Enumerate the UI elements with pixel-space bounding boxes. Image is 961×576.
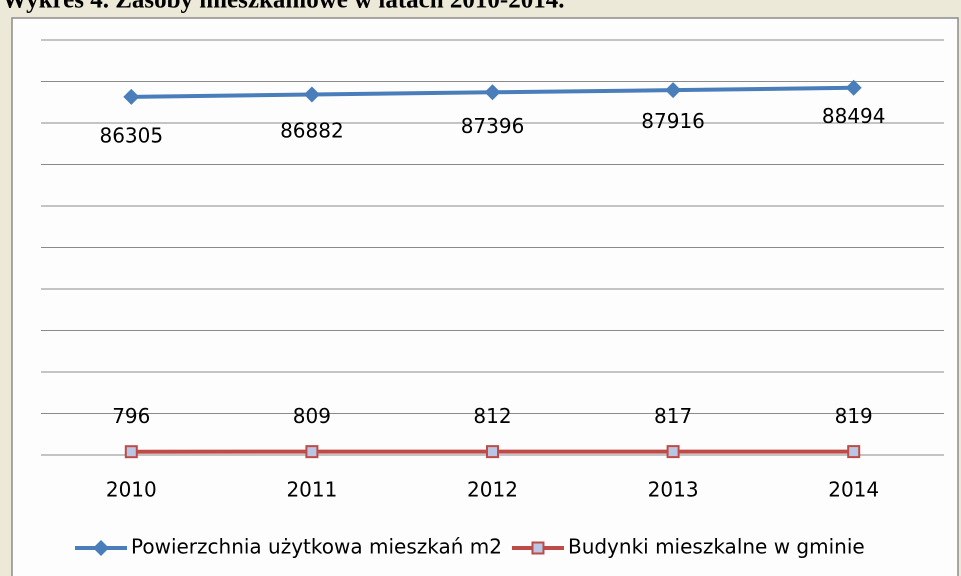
point-marker <box>666 445 680 459</box>
point-marker <box>305 445 319 459</box>
data-label: 819 <box>835 404 873 428</box>
x-tick-label: 2013 <box>648 478 699 502</box>
point-marker <box>484 84 501 101</box>
point-marker <box>124 445 138 459</box>
point-marker <box>303 86 320 103</box>
data-label: 796 <box>112 404 150 428</box>
point-marker <box>845 79 862 96</box>
legend-marker <box>531 541 545 555</box>
point-marker <box>486 445 499 459</box>
data-label: 86882 <box>280 118 344 142</box>
legend-label: Budynki mieszkalne w gminie <box>568 535 865 559</box>
data-label: 809 <box>293 404 331 428</box>
data-label: 812 <box>473 404 511 428</box>
point-marker <box>123 88 140 105</box>
point-marker <box>665 82 682 99</box>
x-tick-label: 2010 <box>106 478 157 502</box>
data-label: 88494 <box>822 104 886 128</box>
x-tick-label: 2014 <box>828 478 879 502</box>
legend-marker <box>93 540 109 556</box>
data-label: 817 <box>654 404 692 428</box>
chart-frame <box>11 17 959 576</box>
chart-title: Wykres 4. Zasoby mieszkaniowe w latach 2… <box>2 0 565 14</box>
point-marker <box>847 445 861 459</box>
legend-label: Powierzchnia użytkowa mieszkań m2 <box>131 535 502 559</box>
data-label: 87396 <box>461 114 525 138</box>
data-label: 87916 <box>641 109 705 133</box>
data-label: 86305 <box>99 123 163 147</box>
x-tick-label: 2011 <box>286 478 337 502</box>
x-tick-label: 2012 <box>467 478 518 502</box>
